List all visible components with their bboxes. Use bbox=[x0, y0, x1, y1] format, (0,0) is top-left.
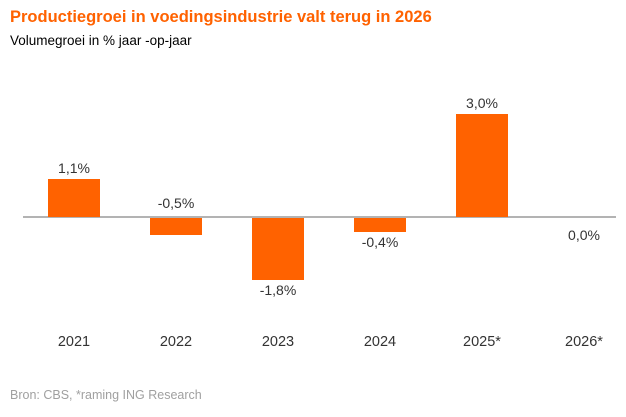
chart-subtitle: Volumegroei in % jaar -op-jaar bbox=[10, 33, 192, 48]
bar bbox=[456, 114, 508, 217]
bar-value-label: -0,4% bbox=[361, 234, 399, 250]
bar-value-label: 3,0% bbox=[466, 95, 498, 111]
x-axis-tick-label: 2025* bbox=[463, 334, 501, 350]
bar bbox=[354, 218, 406, 232]
chart-title: Productiegroei in voedingsindustrie valt… bbox=[10, 8, 432, 26]
x-axis-tick-label: 2021 bbox=[57, 334, 91, 350]
source-note: Bron: CBS, *raming ING Research bbox=[10, 388, 202, 402]
bar-value-label: -0,5% bbox=[157, 195, 195, 211]
bar bbox=[150, 218, 202, 235]
bar bbox=[48, 179, 100, 217]
bar bbox=[252, 218, 304, 280]
x-axis-tick-label: 2026* bbox=[565, 334, 603, 350]
zero-axis-line bbox=[23, 216, 616, 218]
x-axis-tick-label: 2022 bbox=[159, 334, 193, 350]
x-axis-tick-label: 2024 bbox=[363, 334, 397, 350]
x-axis-tick-label: 2023 bbox=[261, 334, 295, 350]
bar-value-label: 0,0% bbox=[568, 227, 600, 243]
bar-value-label: 1,1% bbox=[58, 160, 90, 176]
bar-value-label: -1,8% bbox=[259, 282, 297, 298]
